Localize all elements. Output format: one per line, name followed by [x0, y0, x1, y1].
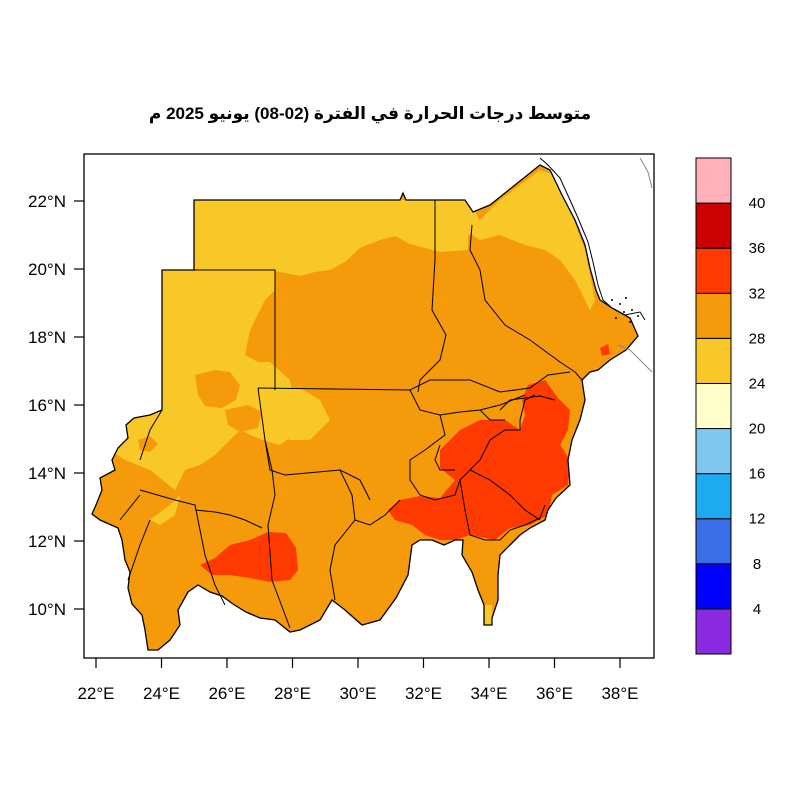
colorbar-label: 36	[749, 240, 766, 257]
y-axis-ticks: 10°N 12°N 14°N 16°N 18°N 20°N 22°N	[28, 192, 84, 619]
colorbar-box	[695, 292, 732, 339]
x-tick-label: 26°E	[208, 684, 245, 703]
zone-24-28-center	[258, 388, 330, 440]
colorbar-label: 32	[749, 285, 766, 302]
zone-28-32-patch-a	[195, 370, 240, 408]
y-tick-label: 20°N	[28, 260, 66, 279]
colorbar-label: 28	[749, 330, 766, 347]
x-tick-label: 30°E	[339, 684, 376, 703]
zone-24-28-southtip	[484, 605, 492, 625]
zone-24-28-southwest	[150, 495, 180, 525]
x-tick-label: 32°E	[405, 684, 442, 703]
colorbar-box	[695, 428, 732, 475]
x-axis-ticks: 22°E 24°E 26°E 28°E 30°E 32°E 34°E 36°E 38°E	[77, 658, 639, 703]
colorbar-box	[695, 202, 732, 249]
colorbar-box	[695, 518, 732, 565]
colorbar-box	[695, 382, 732, 430]
colorbar-label: 20	[749, 421, 766, 438]
y-tick-label: 14°N	[28, 464, 66, 483]
red-sea-islands	[611, 297, 639, 323]
colorbar: 4 8 12 16 20 24 28 32 36 40	[695, 157, 766, 655]
y-tick-label: 18°N	[28, 328, 66, 347]
y-tick-label: 10°N	[28, 600, 66, 619]
colorbar-label: 40	[749, 195, 766, 212]
zone-28-32-patch-b	[225, 405, 262, 432]
x-tick-label: 38°E	[601, 684, 638, 703]
colorbar-box	[695, 563, 732, 610]
x-tick-label: 28°E	[274, 684, 311, 703]
colorbar-label: 8	[753, 556, 761, 573]
x-tick-label: 22°E	[77, 684, 114, 703]
y-tick-label: 12°N	[28, 532, 66, 551]
y-tick-label: 16°N	[28, 396, 66, 415]
zone-24-28-northeast	[468, 170, 595, 310]
x-tick-label: 24°E	[143, 684, 180, 703]
colorbar-label: 24	[749, 375, 766, 392]
y-tick-label: 22°N	[28, 192, 66, 211]
colorbar-box	[695, 157, 732, 204]
colorbar-label: 16	[749, 466, 766, 483]
colorbar-box	[695, 247, 732, 294]
zone-28-32-patch-c	[138, 436, 158, 452]
coastline	[539, 157, 653, 373]
colorbar-label: 12	[749, 511, 766, 528]
zone-32-36-redsea	[600, 344, 610, 356]
colorbar-box	[695, 473, 732, 520]
colorbar-label: 4	[753, 601, 761, 618]
x-tick-label: 34°E	[470, 684, 507, 703]
country-fill	[92, 165, 638, 650]
zone-24-28-north	[194, 200, 480, 360]
colorbar-box	[695, 337, 732, 384]
colorbar-box	[695, 608, 732, 655]
map-title: متوسط درجات الحرارة في الفترة (02-08) يو…	[148, 104, 592, 123]
x-tick-label: 36°E	[536, 684, 573, 703]
map-frame	[83, 153, 655, 659]
zone-32-36-south-west	[200, 532, 298, 582]
